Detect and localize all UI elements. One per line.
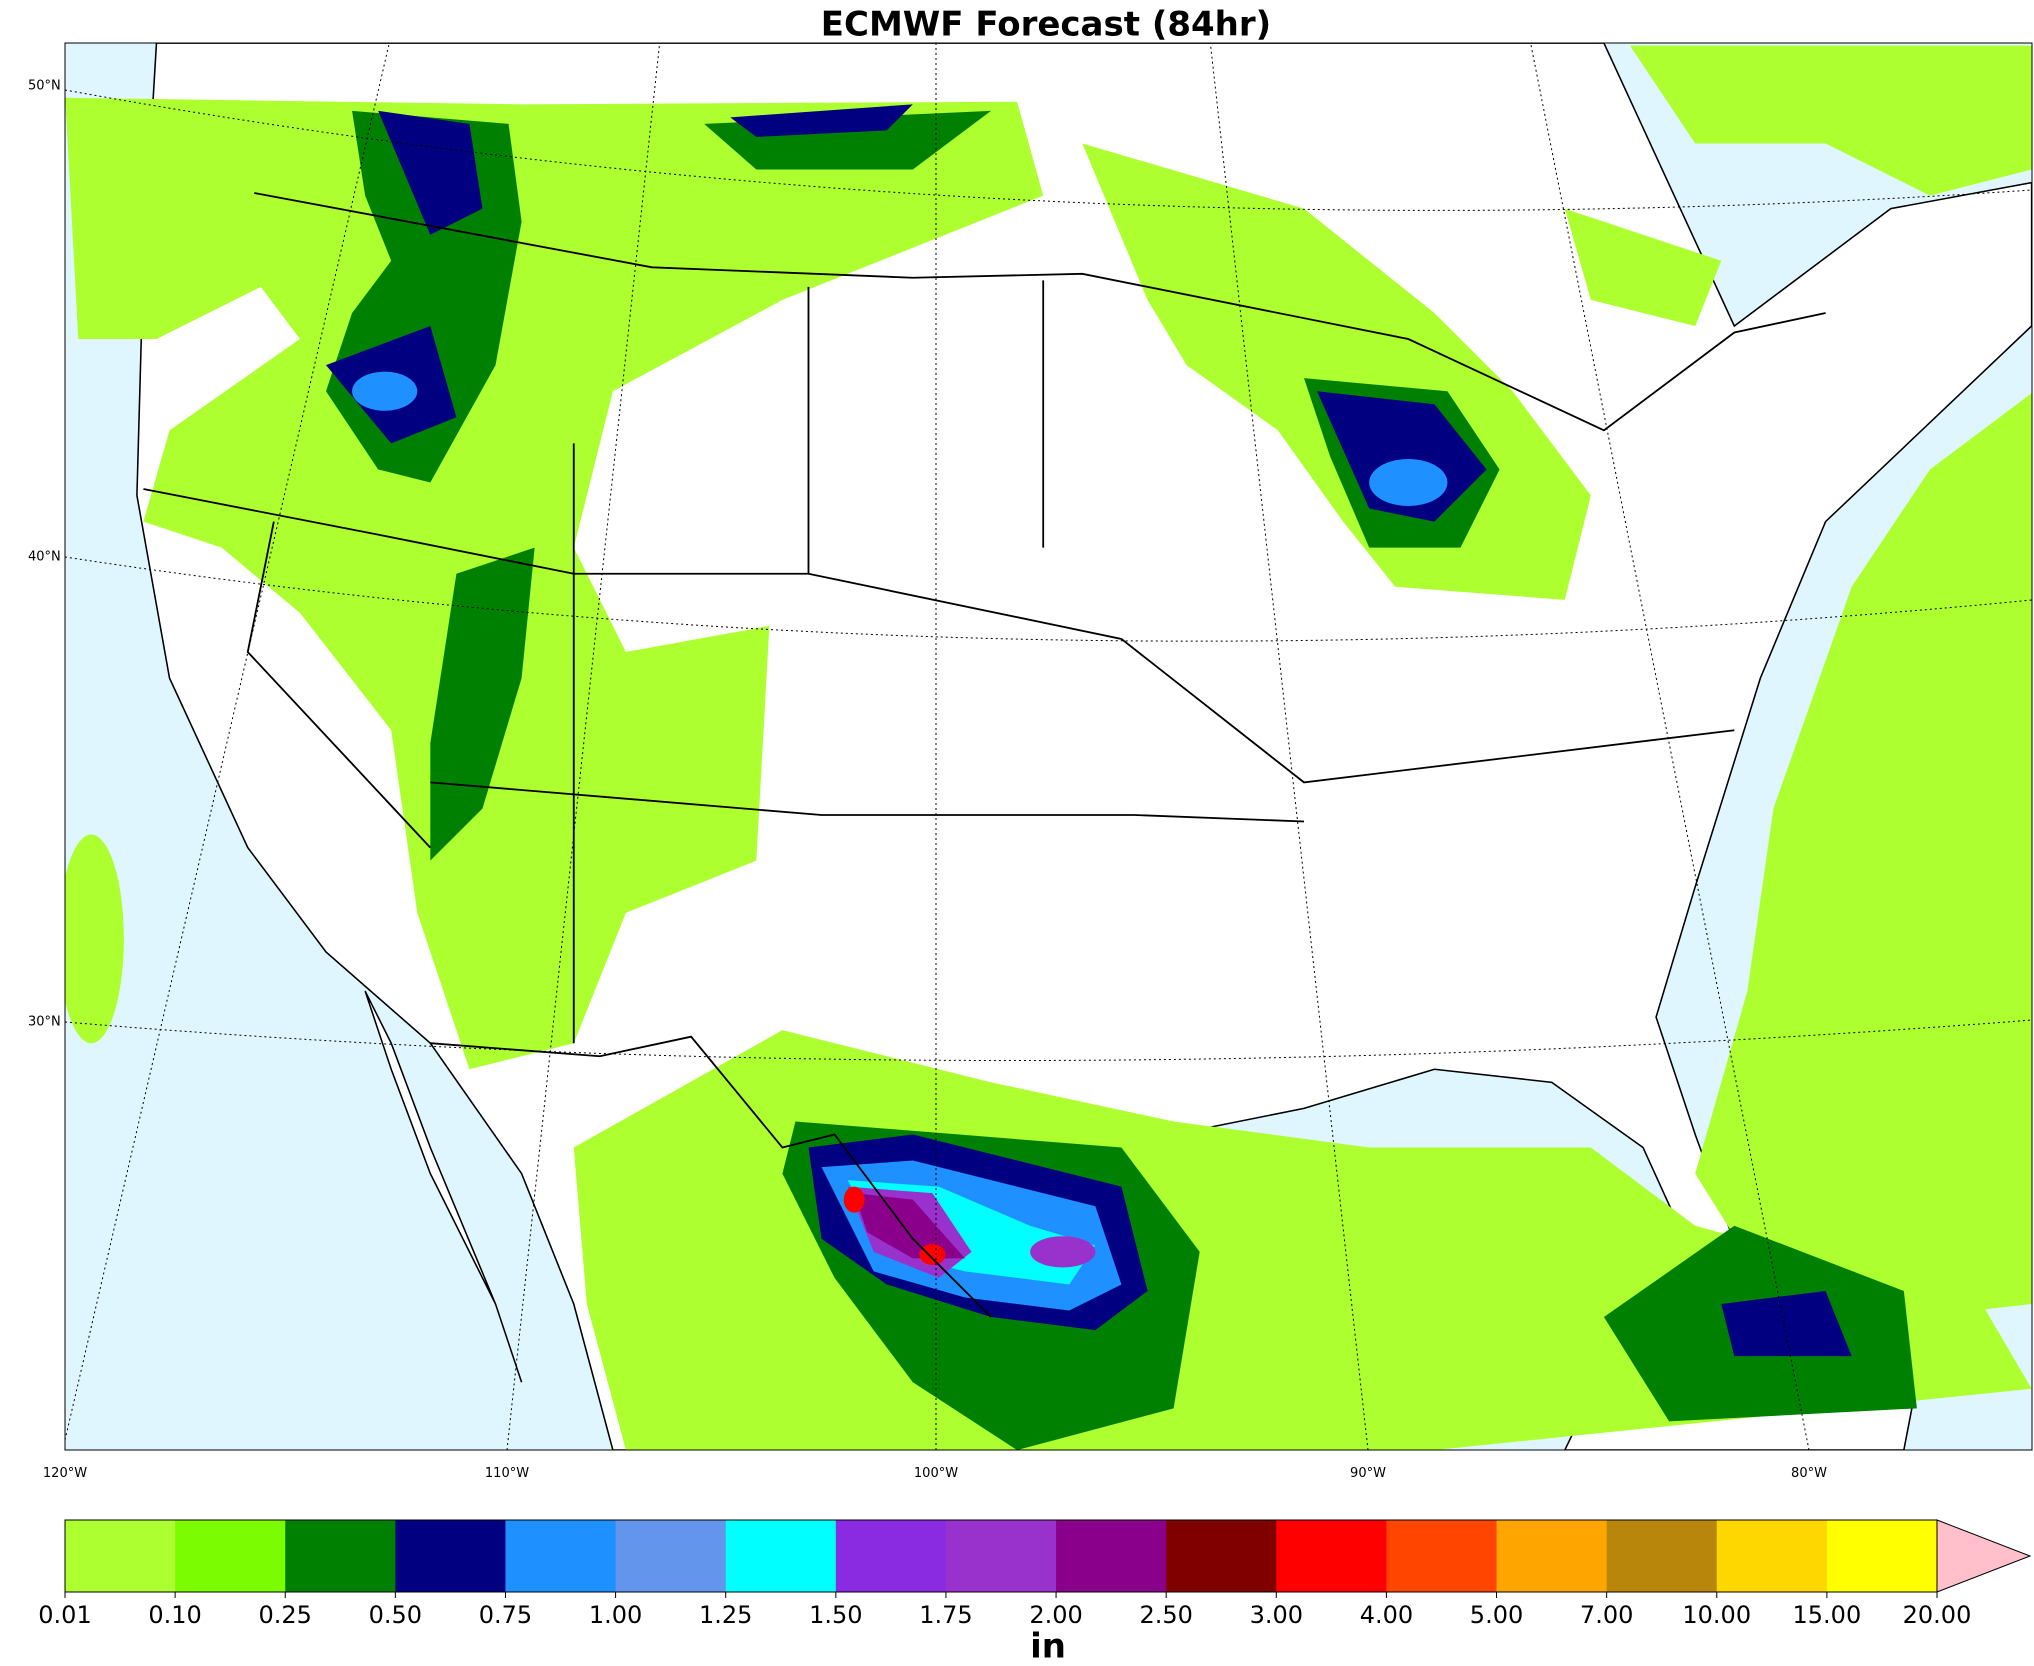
- colorbar-tick-label: 0.01: [38, 1601, 91, 1629]
- colorbar-segment: [285, 1520, 396, 1592]
- colorbar: 0.01 0.10 0.25 0.50 0.75 1.00 1.25 1.50 1.75 2.00…: [38, 1519, 2032, 1629]
- colorbar-segment: [835, 1520, 947, 1592]
- colorbar-tick-label: 2.50: [1139, 1601, 1192, 1629]
- colorbar-tick-label: 0.50: [369, 1601, 422, 1629]
- lon-label: 120°W: [43, 1466, 87, 1481]
- lat-label: 50°N: [28, 79, 61, 94]
- colorbar-tick-label: 1.00: [589, 1601, 642, 1629]
- colorbar-segment: [725, 1520, 837, 1592]
- graticule: [65, 43, 2032, 1450]
- colorbar-tick-label: 0.25: [259, 1601, 312, 1629]
- colorbar-segment: [395, 1520, 506, 1592]
- colorbar-segment: [65, 1520, 176, 1592]
- colorbar-tick-label: 0.75: [479, 1601, 532, 1629]
- colorbar-tick-label: 1.50: [809, 1601, 862, 1629]
- colorbar-tick-label: 3.00: [1250, 1601, 1303, 1629]
- lat-label: 30°N: [28, 1015, 61, 1030]
- colorbar-tick-label: 10.00: [1682, 1601, 1751, 1629]
- colorbar-segment: [1826, 1520, 1938, 1592]
- colorbar-segment: [1276, 1520, 1387, 1592]
- colorbar-segment: [505, 1520, 617, 1592]
- colorbar-tick-label: 4.00: [1360, 1601, 1413, 1629]
- colorbar-tick-label: 7.00: [1580, 1601, 1633, 1629]
- colorbar-segment: [945, 1520, 1057, 1592]
- colorbar-tick-label: 2.00: [1029, 1601, 1082, 1629]
- colorbar-segment: [1496, 1520, 1608, 1592]
- colorbar-tick-label: 0.10: [148, 1601, 201, 1629]
- colorbar-segment: [615, 1520, 727, 1592]
- lon-label: 80°W: [1791, 1466, 1827, 1481]
- precip: [65, 45, 2032, 1450]
- colorbar-tick-label: 1.25: [699, 1601, 752, 1629]
- colorbar-segment: [1716, 1520, 1828, 1592]
- colorbar-tick-label: 5.00: [1470, 1601, 1523, 1629]
- lon-labels: 120°W 110°W 100°W 90°W 80°W: [43, 1466, 1827, 1481]
- map: [65, 43, 2032, 1450]
- map-frame: [64, 42, 2033, 1451]
- colorbar-tick-label: 15.00: [1793, 1601, 1862, 1629]
- colorbar-segment: [175, 1520, 286, 1592]
- colorbar-frame: [64, 1519, 1938, 1593]
- lat-label: 40°N: [28, 550, 61, 565]
- lat-labels: 50°N 40°N 30°N: [28, 79, 61, 1030]
- colorbar-segment: [1606, 1520, 1718, 1592]
- colorbar-tick-label: 1.75: [919, 1601, 972, 1629]
- colorbar-segment: [1056, 1520, 1167, 1592]
- colorbar-segment: [1166, 1520, 1277, 1592]
- title: ECMWF Forecast (84hr): [821, 5, 1271, 45]
- colorbar-segment: [1386, 1520, 1498, 1592]
- lon-label: 110°W: [485, 1466, 529, 1481]
- boundaries: [143, 192, 1826, 1318]
- lon-label: 90°W: [1350, 1466, 1386, 1481]
- colorbar-tick-label: 20.00: [1903, 1601, 1972, 1629]
- colorbar-unit: in: [1030, 1627, 1066, 1666]
- colorbar-extend: [1936, 1519, 2032, 1593]
- lon-label: 100°W: [914, 1466, 958, 1481]
